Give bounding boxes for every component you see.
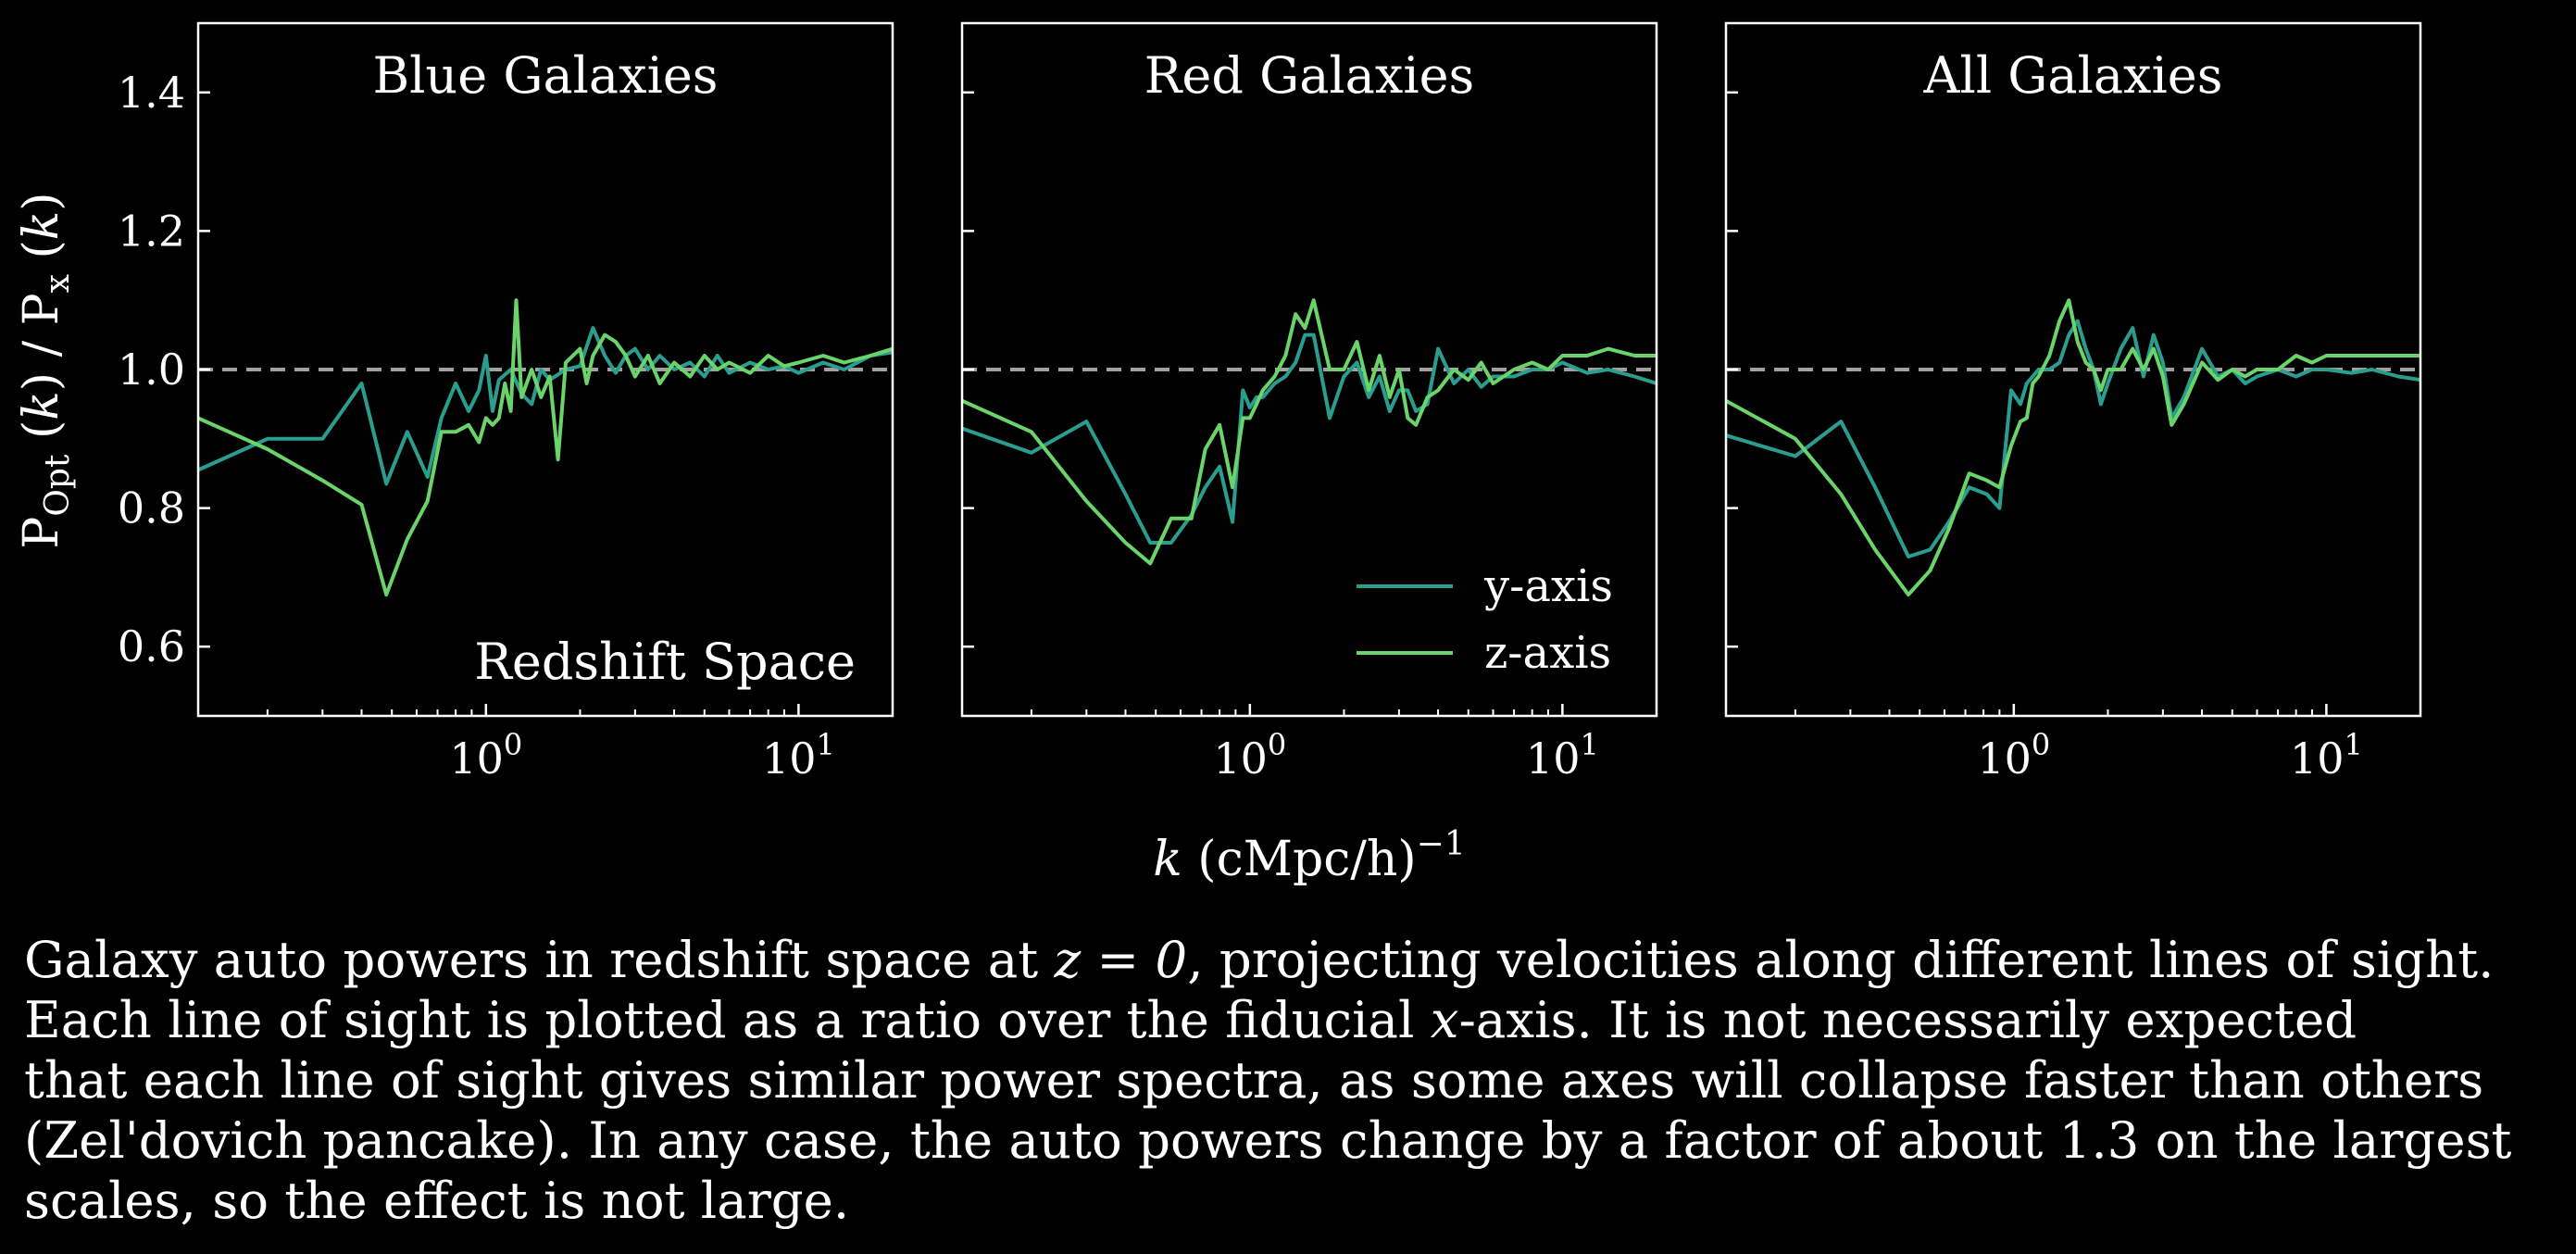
x-tick-label: 100 [1213, 727, 1286, 784]
x-tick-label: 101 [762, 727, 835, 784]
x-tick-label: 101 [2290, 727, 2363, 784]
caption-line-2: Each line of sight is plotted as a ratio… [24, 990, 2357, 1049]
x-tick-label: 101 [1526, 727, 1599, 784]
x-axis-label: k (cMpc/h)−1 [1153, 825, 1465, 887]
legend-label-y-axis: y-axis [1483, 560, 1613, 612]
series-z-axis-line [1726, 298, 2420, 597]
panel-2: 100 101 Red Galaxies y-axis z-axis [960, 21, 1658, 784]
caption-line-1: Galaxy auto powers in redshift space at … [24, 930, 2495, 989]
panel-annotation: Redshift Space [474, 633, 856, 691]
figure: 0.6 0.8 1.0 1.2 1.4 100 101 Blue Galaxies Redshi… [14, 21, 2422, 887]
panel-title: Blue Galaxies [372, 46, 718, 105]
caption-line-4: (Zel'dovich pancake). In any case, the a… [24, 1110, 2512, 1170]
caption-line-3: that each line of sight gives similar po… [24, 1050, 2484, 1110]
series-y-axis-line [1726, 319, 2420, 558]
y-tick-label: 1.0 [118, 345, 185, 395]
panels: 0.6 0.8 1.0 1.2 1.4 100 101 Blue Galaxies Redshi… [118, 21, 2422, 784]
legend: y-axis z-axis [1357, 560, 1613, 679]
caption-line-5: scales, so the effect is not large. [24, 1171, 850, 1230]
panel-title: Red Galaxies [1144, 46, 1475, 105]
series-z-axis-line [962, 298, 1657, 566]
series-y-axis-line [962, 332, 1657, 545]
legend-label-z-axis: z-axis [1484, 627, 1611, 679]
panel-1: 0.6 0.8 1.0 1.2 1.4 100 101 Blue Galaxies Redshi… [118, 21, 894, 784]
y-tick-label: 1.2 [118, 206, 185, 256]
y-tick-label: 0.6 [118, 621, 185, 671]
panel-title: All Galaxies [1923, 46, 2223, 105]
x-tick-label: 100 [1977, 727, 2050, 784]
series-z-axis-line [198, 298, 893, 597]
series-y-axis-line [198, 326, 893, 486]
panel-3: 100 101 All Galaxies [1724, 21, 2422, 784]
y-tick-label: 0.8 [118, 483, 185, 533]
figure-caption: Galaxy auto powers in redshift space at … [24, 930, 2561, 1231]
x-tick-label: 100 [449, 727, 522, 784]
y-axis-label: POpt (k) / Px (k) [14, 192, 77, 548]
y-tick-label: 1.4 [118, 68, 185, 118]
